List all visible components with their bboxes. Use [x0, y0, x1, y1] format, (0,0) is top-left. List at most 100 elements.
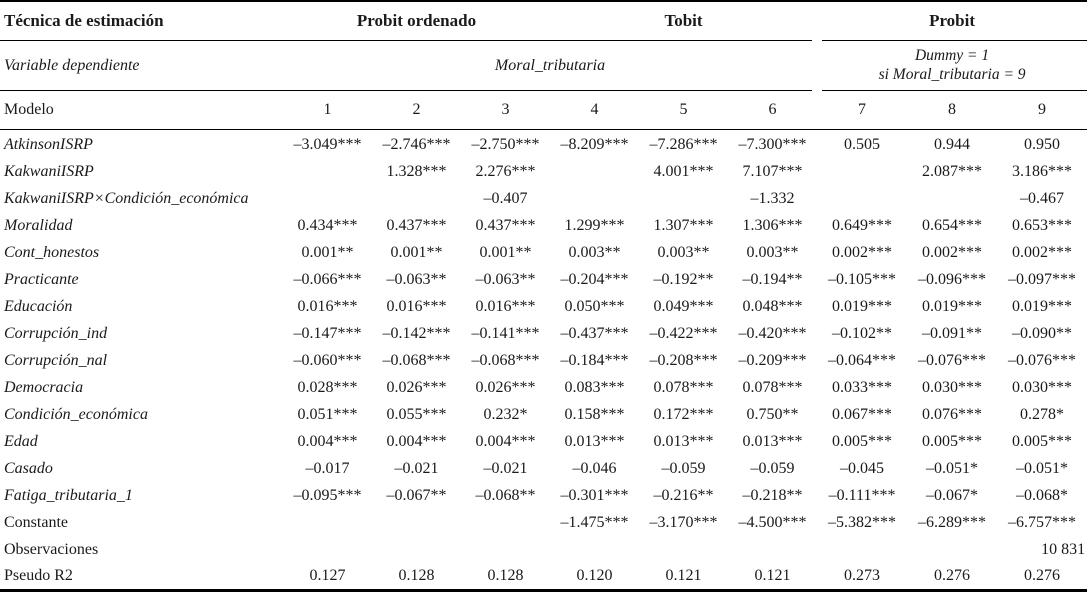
cell-value: 0.005*** — [922, 432, 983, 450]
row-label: Corrupción_nal — [4, 351, 108, 369]
model-number-9: 9 — [1038, 101, 1047, 118]
cell-value: –0.422*** — [649, 324, 718, 342]
cell-value: –0.067** — [386, 486, 447, 504]
table-row: Observaciones 10 831 — [0, 536, 1087, 563]
cell-value: –0.021 — [394, 459, 439, 477]
row-label: Observaciones — [4, 540, 99, 558]
cell-value: –0.184*** — [560, 351, 629, 369]
cell-value: –1.475*** — [560, 513, 629, 531]
cell-value: –0.068*** — [471, 351, 540, 369]
cell-value: 2.087*** — [922, 162, 983, 180]
header-row-model: Modelo 1 2 3 4 5 6 7 8 9 — [0, 92, 1087, 128]
cell-value: –0.068* — [1016, 486, 1069, 504]
dependent-variable-main: Moral_tributaria — [494, 56, 606, 74]
cell-value: 0.019*** — [1012, 297, 1073, 315]
cell-value — [550, 185, 639, 212]
table-row: Edad 0.004*** 0.004*** 0.004*** 0.013*** 0.01… — [0, 428, 1087, 455]
header-row-technique: Técnica de estimación Probit ordenado To… — [0, 1, 1087, 39]
cell-value — [639, 536, 728, 563]
table-row: Educación 0.016*** 0.016*** 0.016*** 0.050**… — [0, 293, 1087, 320]
group-header-probit-ordenado: Probit ordenado — [356, 10, 477, 30]
table-row: Cont_honestos 0.001** 0.001** 0.001** 0.003*… — [0, 239, 1087, 266]
cell-value: 0.028*** — [297, 378, 358, 396]
row-label: Casado — [4, 459, 53, 477]
cell-value: –0.067* — [926, 486, 979, 504]
cell-value: 0.051*** — [297, 405, 358, 423]
cell-value: –7.286*** — [649, 135, 718, 153]
cell-value: 10 831 — [1041, 540, 1086, 558]
cell-value: –0.063** — [386, 270, 447, 288]
header-rule-3 — [0, 128, 1087, 131]
cell-value — [817, 536, 907, 563]
cell-value: 0.013*** — [742, 432, 803, 450]
cell-value: 0.078*** — [742, 378, 803, 396]
cell-value: 4.001*** — [653, 162, 714, 180]
cell-value: 0.076*** — [922, 405, 983, 423]
cell-value: 0.127 — [309, 566, 346, 584]
cell-value: 0.001** — [301, 243, 354, 261]
cell-value: 0.004*** — [297, 432, 358, 450]
model-number-6: 6 — [768, 101, 777, 118]
rule-segment-right — [822, 40, 1087, 41]
cell-value: 0.003** — [568, 243, 621, 261]
cell-value — [639, 185, 728, 212]
cell-value: –0.096*** — [918, 270, 987, 288]
cell-value: 0.048*** — [742, 297, 803, 315]
table-row: Corrupción_ind –0.147*** –0.142*** –0.141**… — [0, 320, 1087, 347]
cell-value: –0.216** — [653, 486, 714, 504]
cell-value: 0.004*** — [386, 432, 447, 450]
cell-value: 0.083*** — [564, 378, 625, 396]
table-row: Casado –0.017 –0.021 –0.021 –0.046 –0.059 –0.0… — [0, 455, 1087, 482]
cell-value: –0.076*** — [918, 351, 987, 369]
cell-value: –0.097*** — [1008, 270, 1077, 288]
cell-value: 0.437*** — [386, 216, 447, 234]
cell-value: –4.500*** — [738, 513, 807, 531]
cell-value: –0.204*** — [560, 270, 629, 288]
cell-value: 0.653*** — [1012, 216, 1073, 234]
row-label: KakwaniISRP×Condición_económica — [4, 189, 249, 207]
cell-value: –0.437*** — [560, 324, 629, 342]
dependent-variable-dummy: Dummy = 1 si Moral_tributaria = 9 — [817, 42, 1087, 89]
cell-value: 0.050*** — [564, 297, 625, 315]
model-number-3: 3 — [501, 101, 510, 118]
cell-value: 0.016*** — [386, 297, 447, 315]
cell-value — [283, 536, 372, 563]
cell-value: 7.107*** — [742, 162, 803, 180]
group-header-probit: Probit — [929, 10, 976, 30]
cell-value — [283, 509, 372, 536]
model-number-2: 2 — [412, 101, 421, 118]
cell-value: 1.307*** — [653, 216, 714, 234]
cell-value: 0.649*** — [832, 216, 893, 234]
cell-value — [550, 158, 639, 185]
dummy-line-1: Dummy = 1 — [914, 47, 990, 65]
row-label: Corrupción_ind — [4, 324, 108, 342]
cell-value: 0.944 — [934, 135, 971, 153]
cell-value: 0.019*** — [922, 297, 983, 315]
rule-segment-right — [822, 90, 1087, 91]
cell-value — [372, 536, 461, 563]
cell-value: 0.033*** — [832, 378, 893, 396]
cell-value: –7.300*** — [738, 135, 807, 153]
table-row: Constante –1.475*** –3.170*** –4.500*** –5.3… — [0, 509, 1087, 536]
table-row: KakwaniISRP×Condición_económica –0.407 –1.… — [0, 185, 1087, 212]
cell-value: 0.026*** — [475, 378, 536, 396]
cell-value — [907, 536, 997, 563]
cell-value: –3.049*** — [293, 135, 362, 153]
cell-value: 0.276 — [934, 566, 971, 584]
cell-value: 0.002*** — [832, 243, 893, 261]
row-label: Educación — [4, 297, 73, 315]
cell-value: –2.750*** — [471, 135, 540, 153]
cell-value: 0.003** — [657, 243, 710, 261]
row-label: AtkinsonISRP — [4, 135, 93, 153]
row-label: Cont_honestos — [4, 243, 100, 261]
cell-value: 0.030*** — [922, 378, 983, 396]
cell-value: 0.120 — [576, 566, 613, 584]
cell-value: 3.186*** — [1012, 162, 1073, 180]
row-label: Condición_económica — [4, 405, 148, 423]
cell-value: –0.017 — [305, 459, 350, 477]
cell-value: –0.420*** — [738, 324, 807, 342]
cell-value: –0.407 — [483, 189, 528, 207]
row-label: Moralidad — [4, 216, 73, 234]
cell-value — [817, 185, 907, 212]
